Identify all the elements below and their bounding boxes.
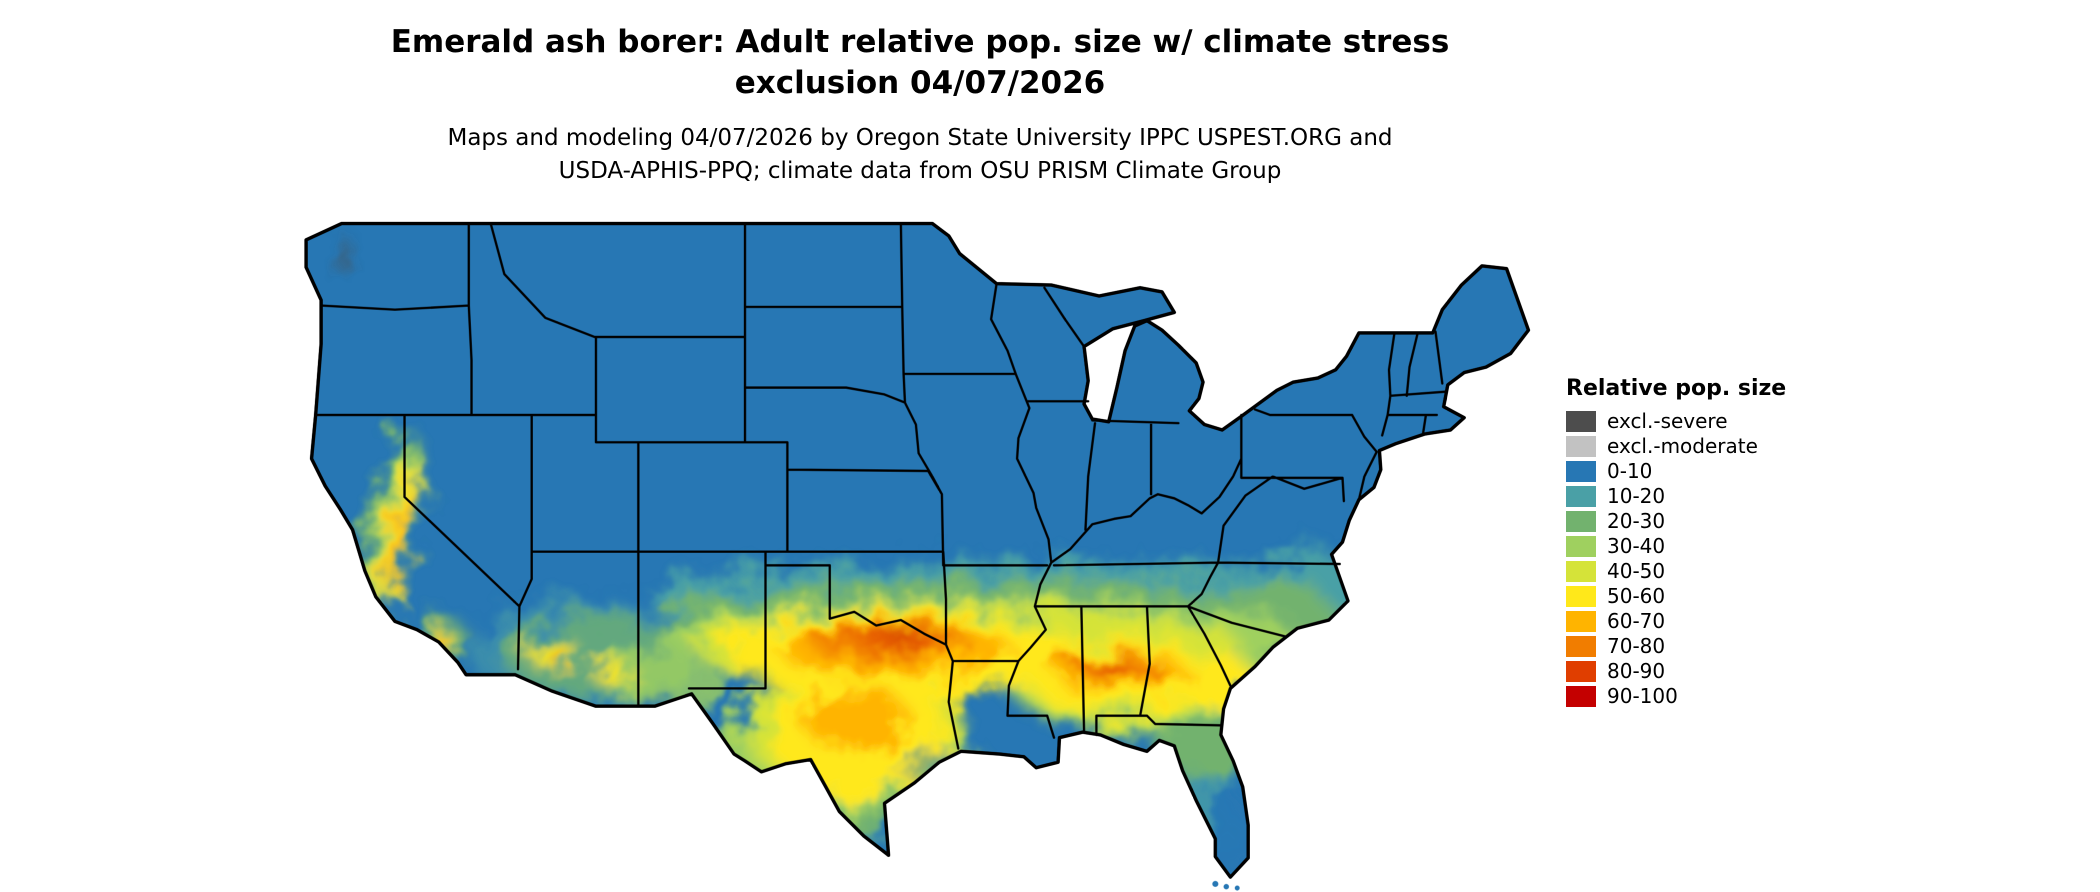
legend-swatch xyxy=(1566,611,1596,632)
legend-label: 50-60 xyxy=(1607,584,1666,608)
legend-label: 30-40 xyxy=(1607,534,1666,558)
legend-item: excl.-moderate xyxy=(1566,436,1786,457)
legend-item: 50-60 xyxy=(1566,586,1786,607)
raster-layer-exclusion xyxy=(340,238,349,277)
legend-item: 40-50 xyxy=(1566,561,1786,582)
legend-swatch xyxy=(1566,461,1596,482)
legend-item: 70-80 xyxy=(1566,636,1786,657)
key-dot xyxy=(1223,883,1229,890)
legend-swatch xyxy=(1566,686,1596,707)
legend-item: 10-20 xyxy=(1566,486,1786,507)
us-map xyxy=(258,203,1571,892)
legend-swatch xyxy=(1566,411,1596,432)
legend-swatch xyxy=(1566,536,1596,557)
map-title: Emerald ash borer: Adult relative pop. s… xyxy=(0,22,1840,104)
legend-label: excl.-moderate xyxy=(1607,434,1758,458)
raster-layer-90-100 xyxy=(887,633,915,640)
us-outline xyxy=(304,221,1531,879)
raster-blob xyxy=(1174,654,1257,709)
raster-blob xyxy=(1086,661,1131,672)
legend-title: Relative pop. size xyxy=(1566,376,1787,401)
map-subtitle: Maps and modeling 04/07/2026 by Oregon S… xyxy=(0,122,1840,188)
legend-label: 20-30 xyxy=(1607,509,1666,533)
key-dot xyxy=(1212,880,1219,887)
legend-label: 90-100 xyxy=(1607,684,1678,708)
key-dot xyxy=(1234,885,1240,891)
raster-blob xyxy=(527,640,577,668)
legend-item: excl.-severe xyxy=(1566,411,1786,432)
legend-item: 0-10 xyxy=(1566,461,1786,482)
legend-item: 20-30 xyxy=(1566,511,1786,532)
map-subtitle-line1: Maps and modeling 04/07/2026 by Oregon S… xyxy=(447,125,1393,151)
legend-swatch xyxy=(1566,636,1596,657)
legend-swatch xyxy=(1566,586,1596,607)
raster-blob xyxy=(593,663,635,686)
legend-label: 10-20 xyxy=(1607,484,1666,508)
legend-swatch xyxy=(1566,661,1596,682)
puget-sound-mark xyxy=(340,238,349,277)
legend-swatch xyxy=(1566,436,1596,457)
map-title-line2: exclusion 04/07/2026 xyxy=(734,65,1106,101)
florida-keys xyxy=(1212,880,1240,891)
map-title-line1: Emerald ash borer: Adult relative pop. s… xyxy=(390,24,1450,60)
legend-label: 0-10 xyxy=(1607,459,1653,483)
raster-blob xyxy=(887,633,915,640)
legend-swatch xyxy=(1566,561,1596,582)
raster-blob xyxy=(386,487,412,589)
us-map-svg xyxy=(304,221,1531,891)
legend-label: 40-50 xyxy=(1607,559,1666,583)
legend-label: 80-90 xyxy=(1607,659,1666,683)
legend-item: 90-100 xyxy=(1566,686,1786,707)
legend-item: 60-70 xyxy=(1566,611,1786,632)
map-subtitle-line2: USDA-APHIS-PPQ; climate data from OSU PR… xyxy=(558,158,1282,184)
legend: Relative pop. size excl.-severe excl.-mo… xyxy=(1566,376,1786,711)
legend-label: 70-80 xyxy=(1607,634,1666,658)
raster-blob xyxy=(802,689,912,750)
raster-blob xyxy=(552,652,566,662)
legend-label: 60-70 xyxy=(1607,609,1666,633)
state-borders xyxy=(314,222,1447,750)
legend-item: 80-90 xyxy=(1566,661,1786,682)
legend-item: 30-40 xyxy=(1566,536,1786,557)
legend-label: excl.-severe xyxy=(1607,409,1728,433)
legend-swatch xyxy=(1566,511,1596,532)
legend-swatch xyxy=(1566,486,1596,507)
